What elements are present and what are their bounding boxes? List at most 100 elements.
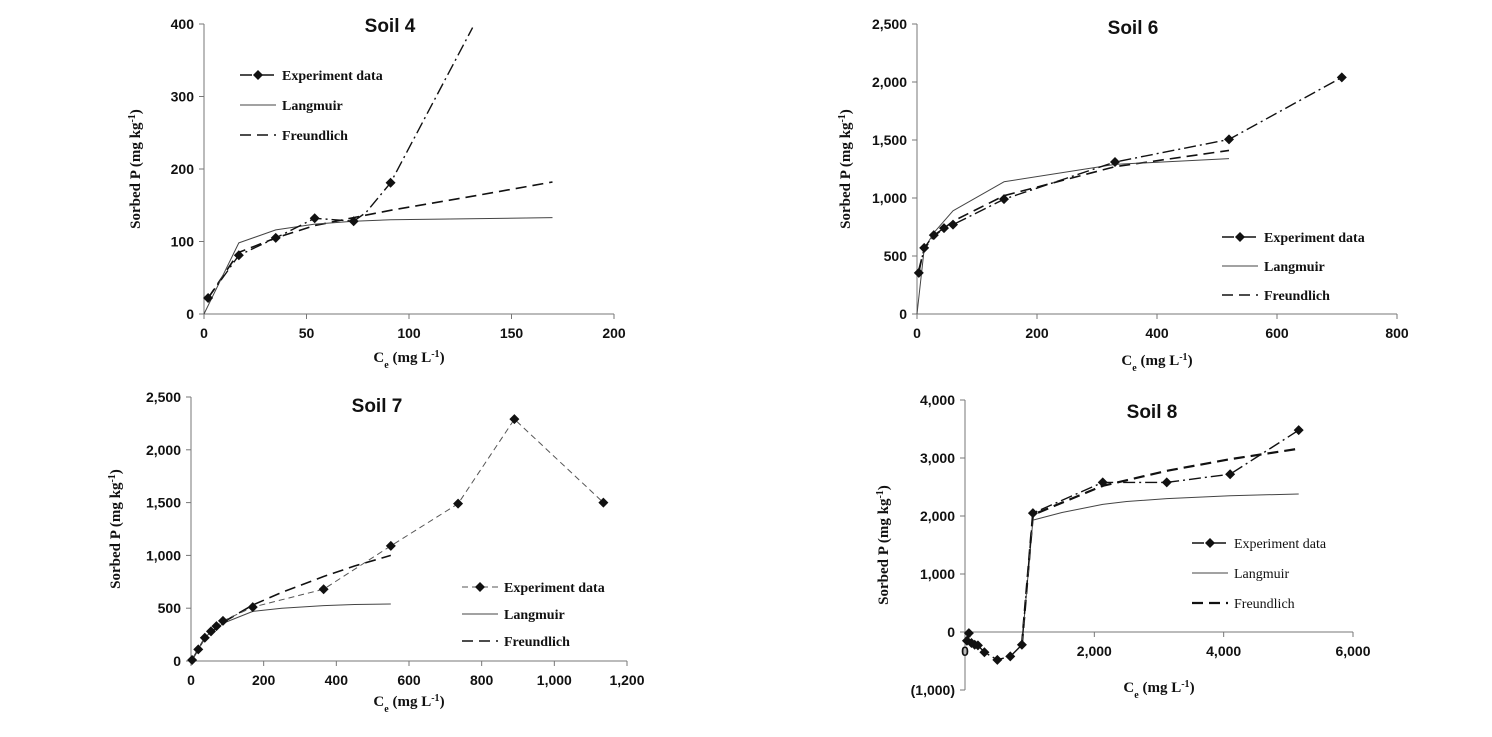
data-point: [193, 644, 204, 655]
data-point: [999, 194, 1009, 205]
x-axis-label: Ce (mg L-1): [1121, 352, 1192, 374]
legend: Experiment data Langmuir Freundlich: [1192, 537, 1327, 612]
y-tick-label: 1,000: [872, 190, 907, 206]
legend-label: Freundlich: [282, 129, 348, 144]
x-tick-label: 0: [187, 672, 195, 688]
legend: Experiment data Langmuir Freundlich: [240, 69, 383, 144]
series-langmuir: [916, 158, 1230, 315]
x-tick-label: 200: [1025, 325, 1049, 341]
legend: Experiment data Langmuir Freundlich: [1222, 231, 1365, 304]
legend-item: Experiment data: [240, 69, 383, 84]
y-tick-label: 0: [173, 653, 181, 669]
y-tick-label: 0: [947, 624, 955, 640]
data-point: [919, 242, 930, 253]
series-experiment-data: [187, 414, 609, 665]
y-tick-label: 300: [171, 89, 195, 105]
legend-item: Langmuir: [240, 99, 343, 114]
data-point: [453, 498, 464, 509]
legend-item: Experiment data: [462, 581, 605, 596]
series-freundlich: [918, 149, 1230, 271]
x-tick-label: 800: [1385, 325, 1409, 341]
data-point: [211, 621, 222, 632]
series-line: [966, 429, 1300, 661]
y-tick-label: 4,000: [920, 392, 955, 408]
series-line: [191, 554, 392, 661]
data-point: [1005, 651, 1016, 662]
legend-label: Freundlich: [504, 635, 570, 650]
legend-marker: [253, 70, 263, 80]
data-point: [509, 414, 520, 425]
y-tick-label: 500: [158, 600, 182, 616]
legend: Experiment data Langmuir Freundlich: [462, 581, 605, 650]
y-tick-label: 2,500: [146, 389, 181, 405]
data-point: [385, 540, 396, 551]
series-langmuir: [203, 217, 553, 315]
data-point: [1225, 469, 1236, 480]
data-point: [203, 293, 214, 304]
legend-label: Freundlich: [1234, 597, 1295, 612]
y-tick-label: 2,000: [872, 74, 907, 90]
series-langmuir: [191, 603, 391, 661]
series-langmuir: [1021, 493, 1299, 645]
data-point: [233, 250, 244, 261]
y-tick-label: 0: [899, 306, 907, 322]
legend-label: Langmuir: [1234, 567, 1290, 582]
chart-title: Soil 6: [1108, 18, 1159, 39]
legend-label: Freundlich: [1264, 289, 1330, 304]
data-point: [348, 216, 359, 227]
chart-soil-4: Soil 4 0 100 200 300 400 0 50 100 150 200 Ce (mg L-…: [127, 16, 626, 371]
series-line: [191, 603, 391, 661]
x-tick-label: 400: [1145, 325, 1169, 341]
y-tick-label: 400: [171, 16, 195, 32]
x-axis-label: Ce (mg L-1): [373, 693, 444, 715]
y-tick-label: 3,000: [920, 450, 955, 466]
legend-item: Experiment data: [1222, 231, 1365, 246]
series-line: [916, 158, 1230, 315]
legend-item: Freundlich: [462, 635, 570, 650]
legend-marker: [475, 582, 485, 592]
data-point: [1293, 425, 1304, 436]
data-point: [992, 654, 1003, 665]
legend-label: Experiment data: [1264, 231, 1365, 246]
legend-label: Experiment data: [1234, 537, 1327, 552]
x-tick-label: 800: [470, 672, 494, 688]
y-tick-label: 500: [884, 248, 908, 264]
legend-item: Langmuir: [462, 608, 565, 623]
legend-item: Langmuir: [1222, 260, 1325, 275]
data-point: [309, 213, 320, 224]
y-tick-label: 200: [171, 161, 195, 177]
x-axis-label: Ce (mg L-1): [1123, 679, 1194, 701]
data-point: [318, 584, 329, 595]
x-tick-label: 0: [961, 643, 969, 659]
x-tick-label: 2,000: [1077, 643, 1112, 659]
x-tick-label: 6,000: [1335, 643, 1370, 659]
data-point: [948, 219, 958, 230]
legend-label: Langmuir: [1264, 260, 1325, 275]
data-point: [1097, 477, 1108, 488]
data-point: [187, 654, 198, 665]
chart-title: Soil 7: [352, 396, 403, 417]
data-point: [913, 267, 924, 278]
legend-label: Experiment data: [282, 69, 383, 84]
x-tick-label: 100: [397, 325, 421, 341]
data-point: [385, 177, 396, 188]
data-point: [1336, 72, 1347, 83]
x-tick-label: 200: [252, 672, 276, 688]
chart-title: Soil 8: [1127, 402, 1178, 423]
series-line: [203, 217, 553, 315]
data-point: [270, 232, 281, 243]
legend-item: Langmuir: [1192, 567, 1290, 582]
series-line: [191, 418, 604, 661]
chart-soil-7: Soil 7 0 500 1,000 1,500 2,000 2,500 0 200 400 600…: [107, 389, 645, 715]
data-point: [217, 615, 228, 626]
data-point: [205, 626, 216, 637]
data-point: [1110, 157, 1120, 168]
series-freundlich: [191, 554, 392, 661]
series-line: [918, 76, 1343, 273]
data-point: [963, 628, 974, 639]
chart-title: Soil 4: [365, 16, 416, 37]
data-point: [199, 632, 210, 643]
x-tick-label: 0: [200, 325, 208, 341]
x-tick-label: 400: [325, 672, 349, 688]
